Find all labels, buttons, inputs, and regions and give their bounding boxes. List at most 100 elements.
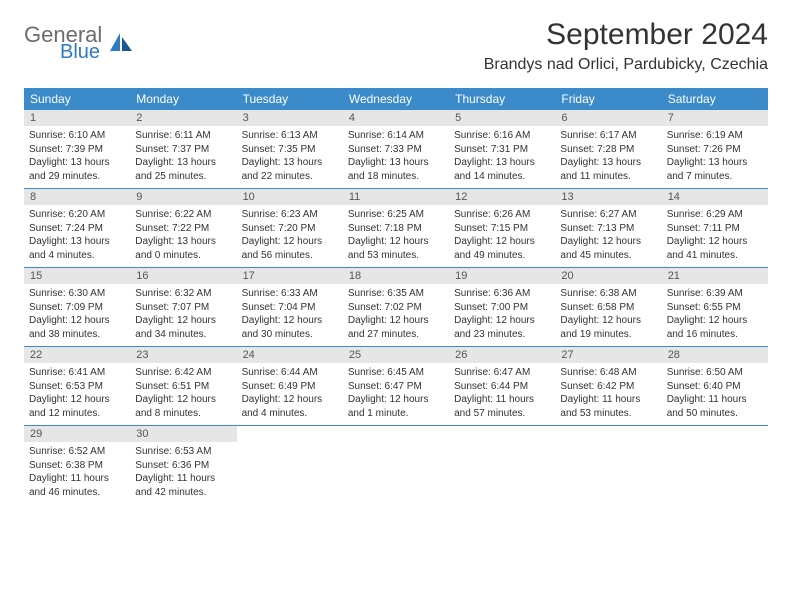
day-cell: 23Sunrise: 6:42 AMSunset: 6:51 PMDayligh…	[130, 347, 236, 425]
day-number: 17	[237, 268, 343, 284]
day-details: Sunrise: 6:19 AMSunset: 7:26 PMDaylight:…	[662, 126, 768, 188]
day-details: Sunrise: 6:11 AMSunset: 7:37 PMDaylight:…	[130, 126, 236, 188]
day-details: Sunrise: 6:50 AMSunset: 6:40 PMDaylight:…	[662, 363, 768, 425]
day-details: Sunrise: 6:33 AMSunset: 7:04 PMDaylight:…	[237, 284, 343, 346]
day-cell: 21Sunrise: 6:39 AMSunset: 6:55 PMDayligh…	[662, 268, 768, 346]
day-cell: 6Sunrise: 6:17 AMSunset: 7:28 PMDaylight…	[555, 110, 661, 188]
day-number: 6	[555, 110, 661, 126]
day-cell: 30Sunrise: 6:53 AMSunset: 6:36 PMDayligh…	[130, 426, 236, 504]
day-details: Sunrise: 6:30 AMSunset: 7:09 PMDaylight:…	[24, 284, 130, 346]
day-cell: 14Sunrise: 6:29 AMSunset: 7:11 PMDayligh…	[662, 189, 768, 267]
day-details: Sunrise: 6:23 AMSunset: 7:20 PMDaylight:…	[237, 205, 343, 267]
month-title: September 2024	[484, 18, 768, 52]
day-details: Sunrise: 6:41 AMSunset: 6:53 PMDaylight:…	[24, 363, 130, 425]
day-cell: 16Sunrise: 6:32 AMSunset: 7:07 PMDayligh…	[130, 268, 236, 346]
day-cell: 3Sunrise: 6:13 AMSunset: 7:35 PMDaylight…	[237, 110, 343, 188]
day-number: 10	[237, 189, 343, 205]
week-row: 8Sunrise: 6:20 AMSunset: 7:24 PMDaylight…	[24, 189, 768, 268]
day-number: 15	[24, 268, 130, 284]
empty-day-cell	[662, 426, 768, 504]
day-number: 28	[662, 347, 768, 363]
day-details: Sunrise: 6:38 AMSunset: 6:58 PMDaylight:…	[555, 284, 661, 346]
day-cell: 25Sunrise: 6:45 AMSunset: 6:47 PMDayligh…	[343, 347, 449, 425]
day-cell: 13Sunrise: 6:27 AMSunset: 7:13 PMDayligh…	[555, 189, 661, 267]
location-text: Brandys nad Orlici, Pardubicky, Czechia	[484, 56, 768, 74]
day-details: Sunrise: 6:10 AMSunset: 7:39 PMDaylight:…	[24, 126, 130, 188]
day-number: 29	[24, 426, 130, 442]
day-cell: 8Sunrise: 6:20 AMSunset: 7:24 PMDaylight…	[24, 189, 130, 267]
empty-day-cell	[343, 426, 449, 504]
day-number: 27	[555, 347, 661, 363]
day-cell: 1Sunrise: 6:10 AMSunset: 7:39 PMDaylight…	[24, 110, 130, 188]
day-details: Sunrise: 6:35 AMSunset: 7:02 PMDaylight:…	[343, 284, 449, 346]
day-number: 5	[449, 110, 555, 126]
weekday-header-cell: Tuesday	[237, 88, 343, 110]
day-number: 13	[555, 189, 661, 205]
day-cell: 15Sunrise: 6:30 AMSunset: 7:09 PMDayligh…	[24, 268, 130, 346]
day-number: 1	[24, 110, 130, 126]
sail-icon	[108, 31, 134, 58]
day-cell: 4Sunrise: 6:14 AMSunset: 7:33 PMDaylight…	[343, 110, 449, 188]
day-cell: 12Sunrise: 6:26 AMSunset: 7:15 PMDayligh…	[449, 189, 555, 267]
weekday-header-cell: Wednesday	[343, 88, 449, 110]
day-number: 9	[130, 189, 236, 205]
day-cell: 19Sunrise: 6:36 AMSunset: 7:00 PMDayligh…	[449, 268, 555, 346]
day-details: Sunrise: 6:22 AMSunset: 7:22 PMDaylight:…	[130, 205, 236, 267]
day-details: Sunrise: 6:42 AMSunset: 6:51 PMDaylight:…	[130, 363, 236, 425]
day-details: Sunrise: 6:39 AMSunset: 6:55 PMDaylight:…	[662, 284, 768, 346]
day-details: Sunrise: 6:14 AMSunset: 7:33 PMDaylight:…	[343, 126, 449, 188]
day-details: Sunrise: 6:47 AMSunset: 6:44 PMDaylight:…	[449, 363, 555, 425]
empty-day-cell	[237, 426, 343, 504]
day-number: 11	[343, 189, 449, 205]
day-number: 2	[130, 110, 236, 126]
empty-day-cell	[555, 426, 661, 504]
weekday-header-cell: Saturday	[662, 88, 768, 110]
day-cell: 29Sunrise: 6:52 AMSunset: 6:38 PMDayligh…	[24, 426, 130, 504]
day-details: Sunrise: 6:48 AMSunset: 6:42 PMDaylight:…	[555, 363, 661, 425]
day-details: Sunrise: 6:44 AMSunset: 6:49 PMDaylight:…	[237, 363, 343, 425]
day-details: Sunrise: 6:27 AMSunset: 7:13 PMDaylight:…	[555, 205, 661, 267]
day-details: Sunrise: 6:52 AMSunset: 6:38 PMDaylight:…	[24, 442, 130, 504]
weekday-header-cell: Thursday	[449, 88, 555, 110]
day-cell: 17Sunrise: 6:33 AMSunset: 7:04 PMDayligh…	[237, 268, 343, 346]
day-details: Sunrise: 6:25 AMSunset: 7:18 PMDaylight:…	[343, 205, 449, 267]
day-cell: 18Sunrise: 6:35 AMSunset: 7:02 PMDayligh…	[343, 268, 449, 346]
day-details: Sunrise: 6:36 AMSunset: 7:00 PMDaylight:…	[449, 284, 555, 346]
day-number: 8	[24, 189, 130, 205]
weekday-header-cell: Sunday	[24, 88, 130, 110]
day-details: Sunrise: 6:20 AMSunset: 7:24 PMDaylight:…	[24, 205, 130, 267]
day-cell: 22Sunrise: 6:41 AMSunset: 6:53 PMDayligh…	[24, 347, 130, 425]
day-number: 19	[449, 268, 555, 284]
day-number: 18	[343, 268, 449, 284]
day-details: Sunrise: 6:29 AMSunset: 7:11 PMDaylight:…	[662, 205, 768, 267]
day-cell: 10Sunrise: 6:23 AMSunset: 7:20 PMDayligh…	[237, 189, 343, 267]
day-cell: 28Sunrise: 6:50 AMSunset: 6:40 PMDayligh…	[662, 347, 768, 425]
weekday-header-cell: Friday	[555, 88, 661, 110]
day-number: 23	[130, 347, 236, 363]
week-row: 15Sunrise: 6:30 AMSunset: 7:09 PMDayligh…	[24, 268, 768, 347]
day-number: 24	[237, 347, 343, 363]
day-number: 26	[449, 347, 555, 363]
day-number: 14	[662, 189, 768, 205]
weekday-header-cell: Monday	[130, 88, 236, 110]
week-row: 1Sunrise: 6:10 AMSunset: 7:39 PMDaylight…	[24, 110, 768, 189]
day-number: 30	[130, 426, 236, 442]
day-number: 20	[555, 268, 661, 284]
brand-sub: Blue	[60, 42, 102, 62]
day-number: 22	[24, 347, 130, 363]
day-number: 25	[343, 347, 449, 363]
day-cell: 2Sunrise: 6:11 AMSunset: 7:37 PMDaylight…	[130, 110, 236, 188]
day-cell: 26Sunrise: 6:47 AMSunset: 6:44 PMDayligh…	[449, 347, 555, 425]
day-cell: 9Sunrise: 6:22 AMSunset: 7:22 PMDaylight…	[130, 189, 236, 267]
day-cell: 27Sunrise: 6:48 AMSunset: 6:42 PMDayligh…	[555, 347, 661, 425]
day-number: 16	[130, 268, 236, 284]
day-number: 7	[662, 110, 768, 126]
day-details: Sunrise: 6:13 AMSunset: 7:35 PMDaylight:…	[237, 126, 343, 188]
title-block: September 2024 Brandys nad Orlici, Pardu…	[484, 18, 768, 74]
day-details: Sunrise: 6:45 AMSunset: 6:47 PMDaylight:…	[343, 363, 449, 425]
day-cell: 24Sunrise: 6:44 AMSunset: 6:49 PMDayligh…	[237, 347, 343, 425]
day-cell: 7Sunrise: 6:19 AMSunset: 7:26 PMDaylight…	[662, 110, 768, 188]
day-cell: 11Sunrise: 6:25 AMSunset: 7:18 PMDayligh…	[343, 189, 449, 267]
day-details: Sunrise: 6:26 AMSunset: 7:15 PMDaylight:…	[449, 205, 555, 267]
page-header: General Blue September 2024 Brandys nad …	[24, 18, 768, 74]
